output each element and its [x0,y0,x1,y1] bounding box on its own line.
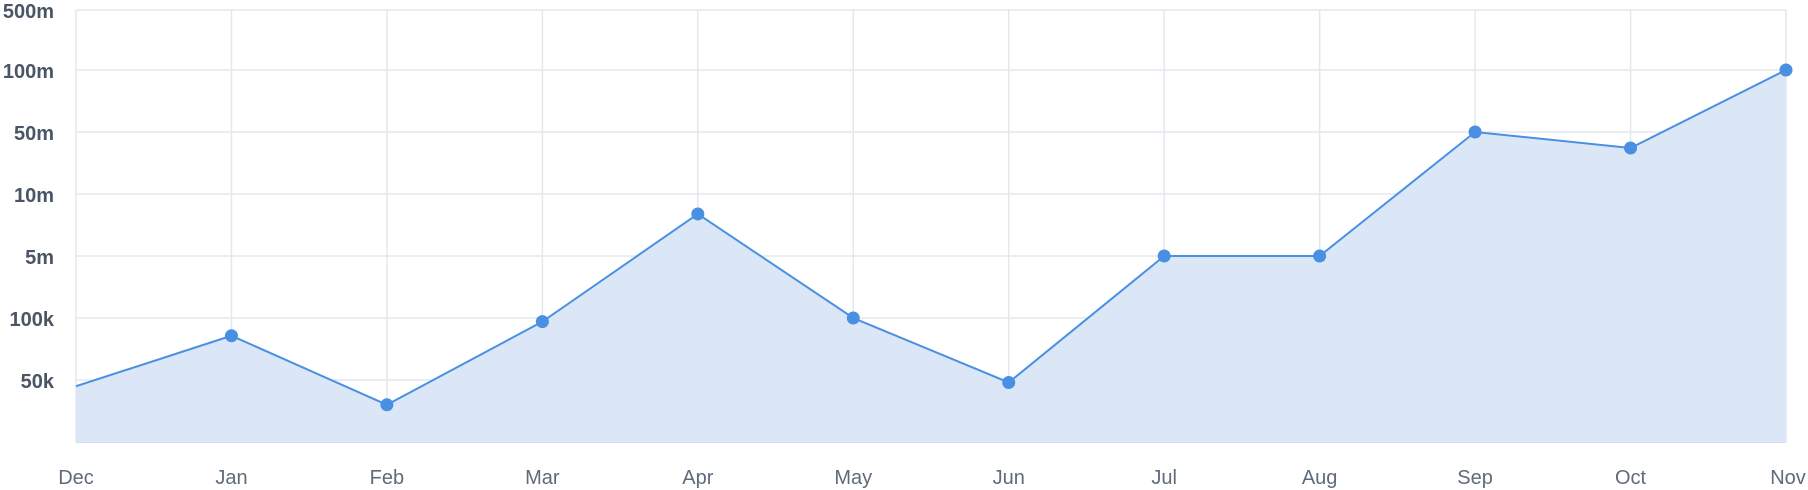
y-tick-label: 500m [3,1,54,23]
y-tick-label: 50m [14,123,54,145]
x-tick-label-sep: Sep [1457,467,1493,489]
y-axis-ticks: 500m 100m 50m 10m 5m 100k 50k [3,1,55,393]
data-point-apr[interactable] [691,207,705,221]
y-tick-label: 100k [10,309,55,331]
x-tick-label-jul: Jul [1151,467,1177,489]
data-point-may[interactable] [846,311,860,325]
x-axis-ticks: Dec Jan Feb Mar Apr May Jun Jul Aug Sep Oct Nov [58,467,1806,489]
x-tick-label-jan: Jan [215,467,247,489]
data-points[interactable] [224,63,1793,412]
data-point-jun[interactable] [1002,375,1016,389]
x-tick-label-may: May [834,467,872,489]
data-point-sep[interactable] [1468,125,1482,139]
x-tick-label-aug: Aug [1302,467,1338,489]
data-point-jan[interactable] [224,329,238,343]
data-point-jul[interactable] [1157,249,1171,263]
area-fill [76,70,1786,442]
data-point-oct[interactable] [1624,141,1638,155]
data-point-mar[interactable] [535,315,549,329]
x-tick-label-oct: Oct [1615,467,1647,489]
x-tick-label-jun: Jun [993,467,1025,489]
data-point-nov[interactable] [1779,63,1793,77]
x-tick-label-dec: Dec [58,467,94,489]
y-tick-label: 5m [25,247,54,269]
data-point-aug[interactable] [1313,249,1327,263]
x-tick-label-apr: Apr [682,467,713,489]
x-tick-label-mar: Mar [525,467,560,489]
x-tick-label-nov: Nov [1770,467,1806,489]
y-tick-label: 100m [3,61,54,83]
area-series [75,69,1787,442]
data-point-feb[interactable] [380,398,394,412]
x-tick-label-feb: Feb [370,467,404,489]
y-tick-label: 50k [21,371,55,393]
y-tick-label: 10m [14,185,54,207]
series-line [75,69,1787,406]
